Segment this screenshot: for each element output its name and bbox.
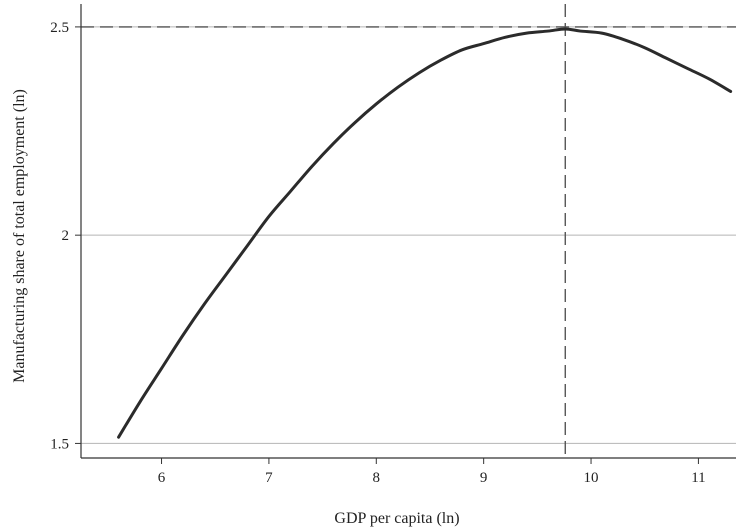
x-axis-title: GDP per capita (ln): [334, 510, 459, 527]
tick-layer: 6 7 8 9 10 11 1.5 2 2.5: [50, 20, 705, 486]
x-tick-label: 6: [158, 470, 166, 486]
y-tick-label: 2.5: [50, 20, 69, 36]
series-layer: [117, 27, 733, 439]
y-axis-title: Manufacturing share of total employment …: [11, 89, 28, 383]
x-tick-label: 7: [265, 470, 273, 486]
x-tick-label: 10: [584, 470, 599, 486]
x-tick-label: 8: [373, 470, 381, 486]
reference-lines: [81, 4, 736, 458]
gridlines: [81, 26, 736, 444]
x-tick-label: 11: [691, 470, 705, 486]
y-tick-label: 1.5: [50, 436, 69, 452]
x-tick-label: 9: [480, 470, 488, 486]
y-tick-label: 2: [62, 228, 70, 244]
axes: [80, 4, 736, 459]
series-line-0: [117, 27, 733, 439]
